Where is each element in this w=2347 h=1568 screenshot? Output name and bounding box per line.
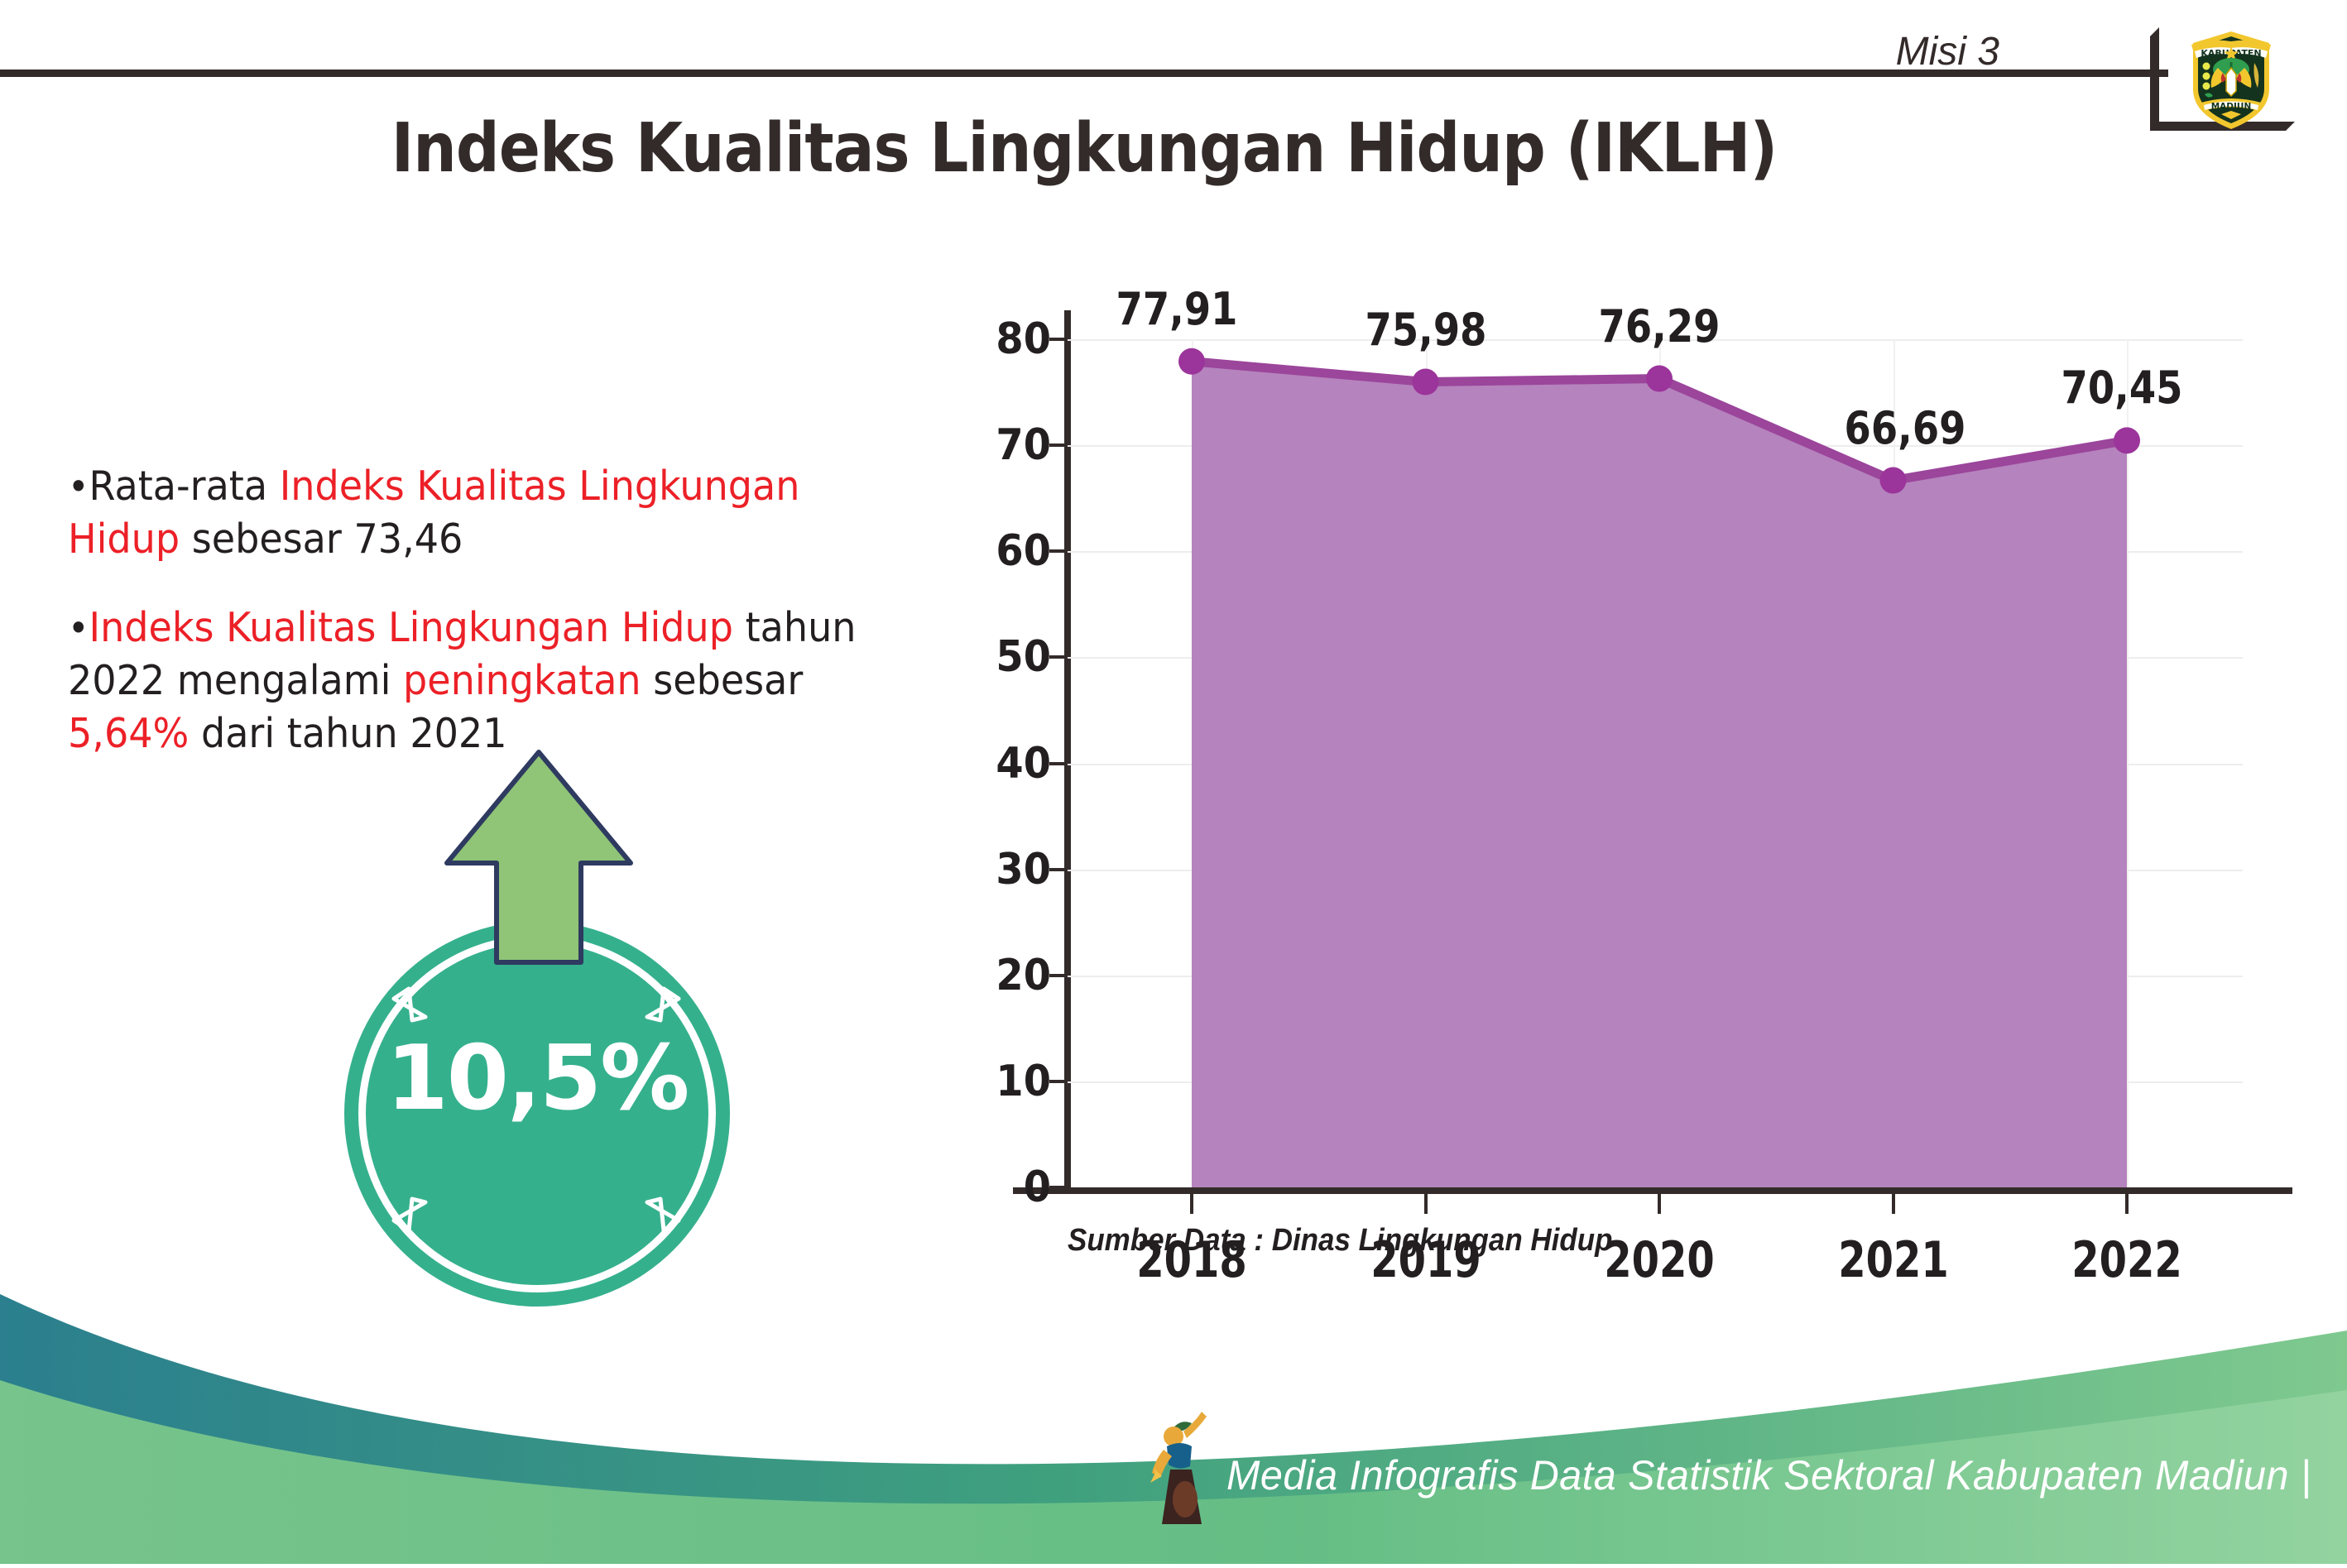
- data-point-2018: [1178, 348, 1205, 375]
- source-note: Sumber Data : Dinas Lingkungan Hidup: [1068, 1223, 1613, 1258]
- bullet-list: •Rata-rata Indeks Kualitas Lingkungan Hi…: [68, 460, 970, 796]
- gridline-vertical: [2127, 339, 2129, 1187]
- data-point-2021: [1879, 467, 1907, 494]
- y-axis-tick: [1049, 867, 1068, 871]
- footer: Media Infografis Data Statistik Sektoral…: [0, 1266, 2347, 1564]
- data-point-2022: [2114, 427, 2140, 454]
- x-axis-label-2020: 2020: [1604, 1231, 1715, 1289]
- x-axis-tick: [1190, 1194, 1193, 1214]
- up-arrow-icon: [444, 750, 633, 965]
- y-axis-label: 40: [996, 738, 1051, 789]
- y-axis-label: 70: [996, 420, 1051, 471]
- y-axis-label: 50: [996, 632, 1051, 683]
- x-axis-label-2018: 2018: [1136, 1231, 1247, 1289]
- data-point-2019: [1412, 368, 1439, 396]
- media-infografis-logo-icon: [1150, 1412, 1207, 1524]
- y-axis-tick: [1049, 444, 1068, 448]
- y-axis-tick: [1049, 549, 1068, 554]
- y-axis-label: 0: [1023, 1163, 1051, 1212]
- badge-tick-arrow-bottom-right: [645, 1196, 681, 1233]
- bullet-2-part-3: peningkatan: [403, 657, 641, 705]
- iklh-area-chart: 0 10 20 30 40 50 60 70 80 2018 2019 2020 2021 2022 7…: [977, 283, 2292, 1289]
- data-label-2019: 75,98: [1365, 303, 1486, 356]
- x-axis-label-2019: 2019: [1370, 1231, 1481, 1289]
- header-bracket-notch-top: [2150, 23, 2163, 36]
- kabupaten-madiun-crest-icon: KABUPATEN MADIUN: [2185, 25, 2277, 132]
- badge-value: 10,5%: [386, 1027, 690, 1130]
- x-axis-tick: [1891, 1194, 1895, 1214]
- header-rule: [0, 70, 2168, 77]
- chart-plot-area: 0 10 20 30 40 50 60 70 80 2018 2019 2020 2021 2022 7…: [996, 283, 2292, 1289]
- y-axis-tick: [1049, 973, 1068, 977]
- badge-tick-arrow-top-right: [645, 986, 681, 1023]
- data-label-2020: 76,29: [1598, 300, 1721, 352]
- y-axis-tick: [1049, 655, 1068, 659]
- x-axis-spine: [1013, 1187, 2292, 1194]
- y-axis-tick: [1049, 761, 1068, 765]
- x-axis-tick: [2125, 1194, 2129, 1214]
- y-axis-label: 30: [996, 844, 1051, 894]
- y-axis-tick: [1049, 338, 1068, 341]
- y-axis-tick: [1049, 1079, 1068, 1083]
- x-axis-label-2021: 2021: [1837, 1231, 1949, 1289]
- data-label-2021: 66,69: [1844, 401, 1965, 454]
- chart-series: [1178, 348, 2140, 1187]
- header-bracket-vertical: [2150, 23, 2159, 131]
- y-axis-label: 60: [996, 526, 1051, 577]
- crest-bottom-text: MADIUN: [2211, 102, 2252, 112]
- bullet-2-part-5: 5,64%: [68, 709, 190, 757]
- bullet-2-part-1: Indeks Kualitas Lingkungan Hidup: [89, 604, 733, 652]
- bullet-1-part-1: Rata-rata: [89, 463, 280, 510]
- bullet-1-part-2: Indeks Kualitas Lingkungan Hidup: [68, 463, 800, 563]
- bullet-2-part-2: tahun 2022 mengalami: [68, 604, 857, 705]
- bullet-marker-1: •: [68, 464, 89, 509]
- badge-circle: 10,5%: [344, 921, 730, 1307]
- footer-text: Media Infografis Data Statistik Sektoral…: [1226, 1452, 2312, 1498]
- bullet-marker-2: •: [68, 606, 89, 651]
- area-fill: [1192, 361, 2127, 1187]
- page-title: Indeks Kualitas Lingkungan Hidup (IKLH): [391, 109, 1778, 188]
- gridline-horizontal: [1068, 339, 2243, 341]
- increase-badge: 10,5%: [321, 749, 751, 1307]
- header-bracket-notch-bottom: [2286, 117, 2299, 131]
- data-label-2022: 70,45: [2061, 362, 2183, 415]
- y-axis-spine: [1064, 310, 1071, 1190]
- bullet-item-1: •Rata-rata Indeks Kualitas Lingkungan Hi…: [68, 460, 916, 565]
- y-axis-label: 20: [996, 950, 1051, 1000]
- badge-tick-arrow-bottom-left: [391, 1196, 428, 1233]
- x-axis-label-2022: 2022: [2071, 1231, 2182, 1289]
- y-axis-tick: [1049, 1186, 1068, 1189]
- x-axis-tick: [1658, 1194, 1661, 1214]
- bullet-2-part-6: dari tahun 2021: [189, 709, 507, 757]
- badge-tick-arrow-top-left: [391, 986, 428, 1023]
- data-label-2018: 77,91: [1116, 282, 1238, 335]
- bullet-2-part-4: sebesar: [641, 657, 804, 705]
- bullet-item-2: •Indeks Kualitas Lingkungan Hidup tahun …: [68, 602, 916, 760]
- bullet-1-part-3: sebesar 73,46: [180, 515, 463, 563]
- y-axis-label: 80: [996, 314, 1051, 364]
- y-axis-label: 10: [996, 1056, 1051, 1106]
- misi-label: Misi 3: [1895, 30, 1999, 74]
- x-axis-tick: [1423, 1194, 1428, 1214]
- data-point-2020: [1646, 365, 1673, 392]
- footer-wave: [0, 1294, 2347, 1564]
